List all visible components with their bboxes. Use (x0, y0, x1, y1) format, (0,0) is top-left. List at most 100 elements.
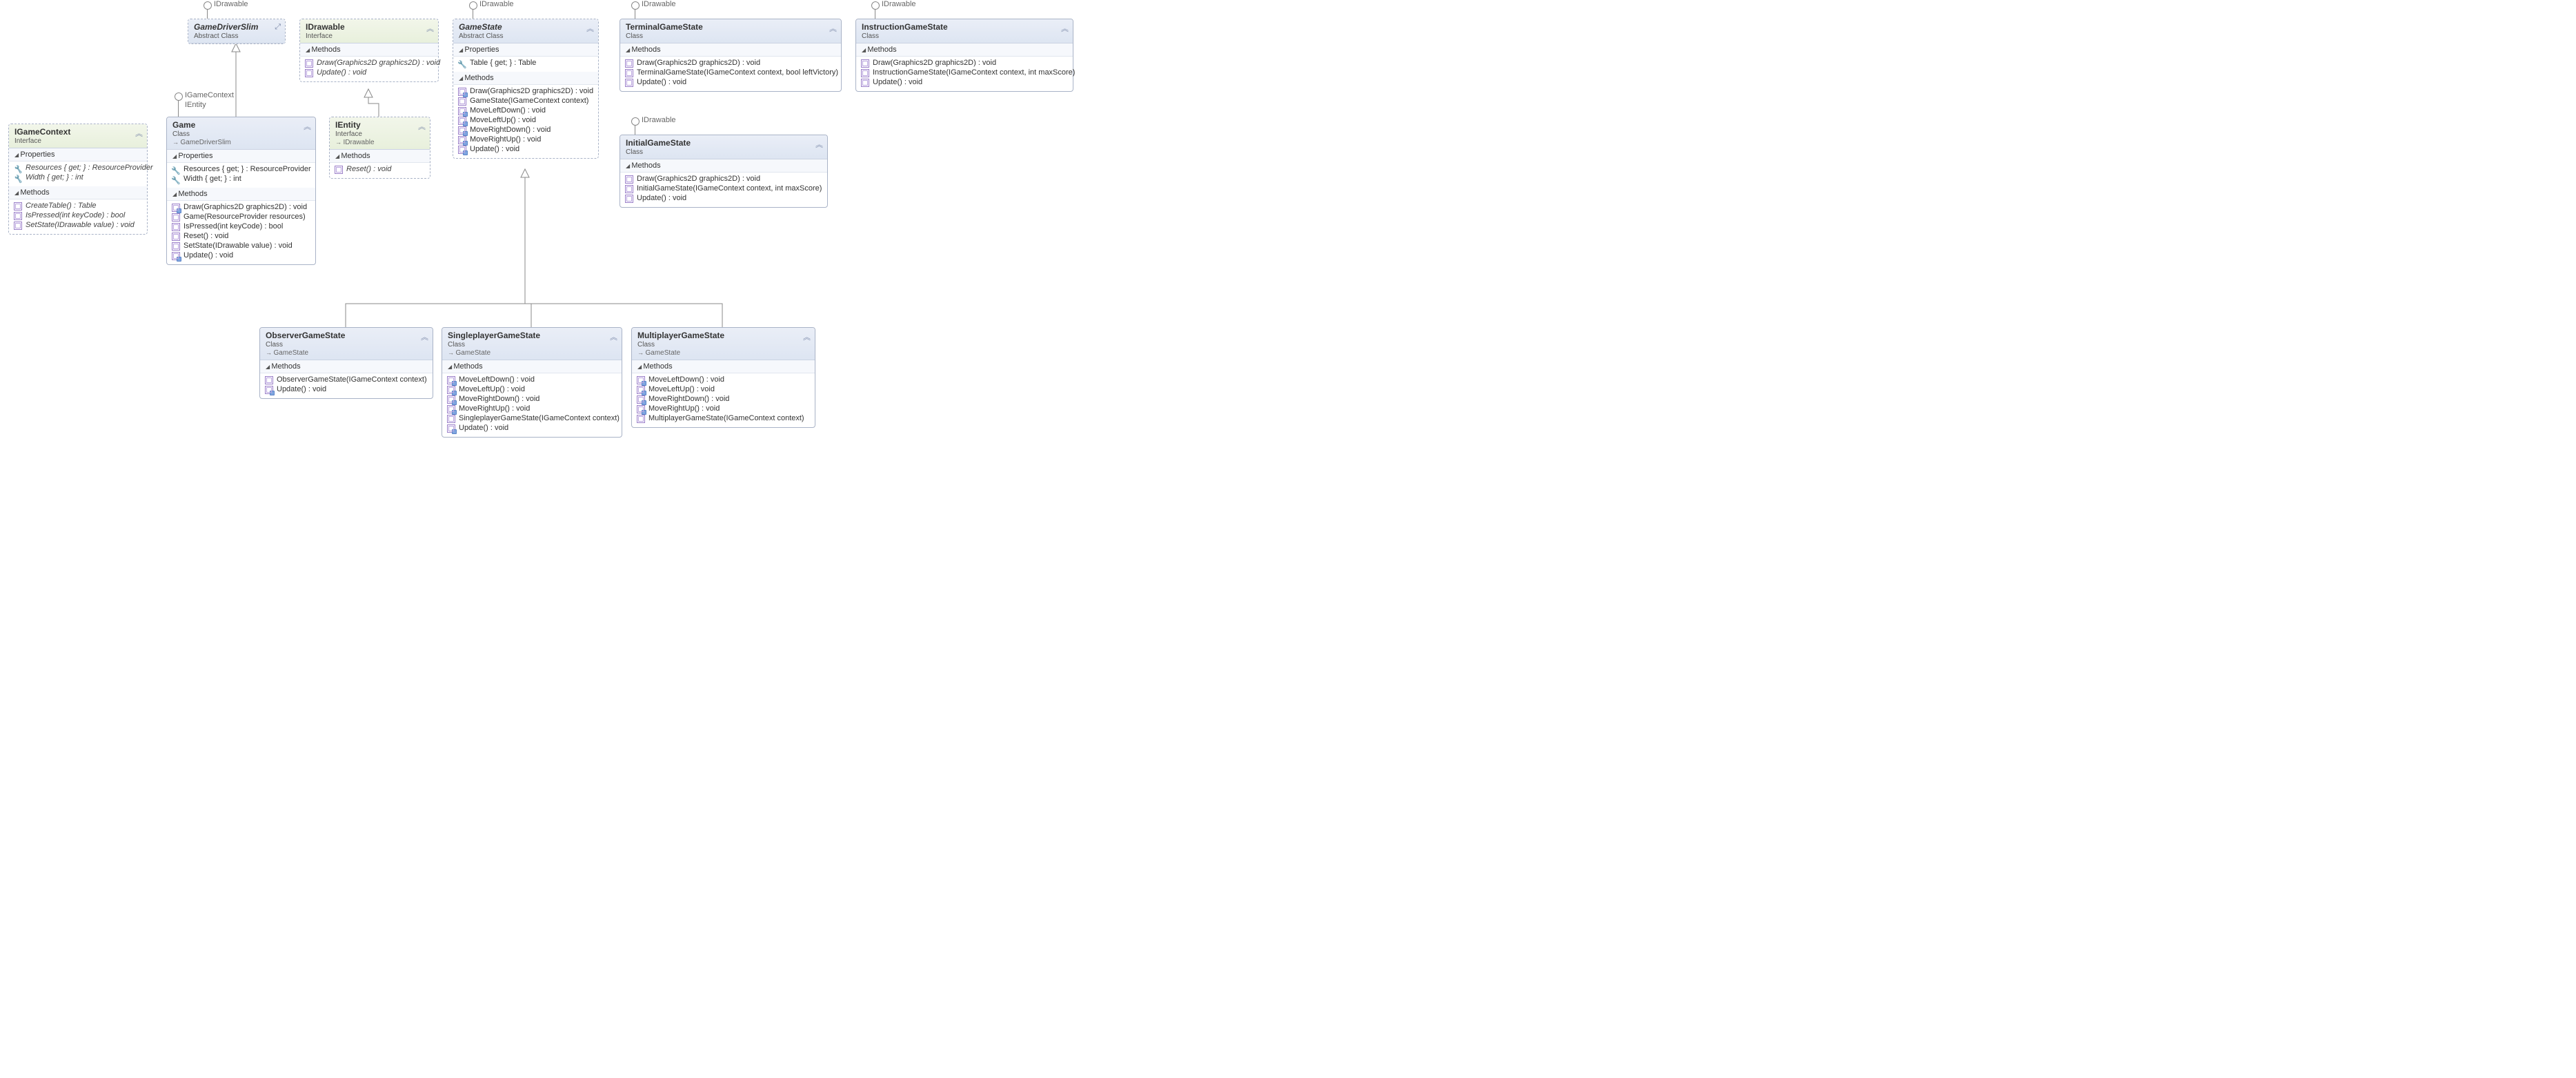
member-item[interactable]: Reset() : void (333, 164, 427, 174)
class-box-ient[interactable]: IEntityInterfaceIDrawable︽MethodsReset()… (329, 117, 430, 179)
member-item[interactable]: IsPressed(int keyCode) : bool (170, 222, 313, 231)
collapse-icon[interactable]: ︽ (803, 331, 811, 342)
member-item[interactable]: 🔧Resources { get; } : ResourceProvider (12, 163, 144, 173)
member-item[interactable]: Update() : void (456, 144, 595, 154)
member-item[interactable]: SetState(IDrawable value) : void (12, 220, 144, 230)
member-item[interactable]: IsPressed(int keyCode) : bool (12, 210, 144, 220)
methods-section[interactable]: Methods (442, 360, 622, 373)
member-item[interactable]: SetState(IDrawable value) : void (170, 241, 313, 251)
member-item[interactable]: Update() : void (623, 77, 838, 87)
class-header[interactable]: TerminalGameStateClass︽ (620, 19, 841, 43)
collapse-icon[interactable]: ⤢ (275, 23, 281, 32)
collapse-icon[interactable]: ︽ (610, 331, 617, 342)
member-item[interactable]: Update() : void (859, 77, 1070, 87)
methods-section[interactable]: Methods (620, 43, 841, 57)
member-item[interactable]: CreateTable() : Table (12, 201, 144, 210)
collapse-icon[interactable]: ︽ (135, 128, 143, 139)
class-header[interactable]: ObserverGameStateClassGameState︽ (260, 328, 433, 360)
methods-section[interactable]: Methods (167, 188, 315, 201)
methods-section[interactable]: Methods (330, 150, 430, 163)
member-item[interactable]: MoveRightUp() : void (456, 135, 595, 144)
class-box-idraw[interactable]: IDrawableInterface︽MethodsDraw(Graphics2… (299, 19, 439, 82)
inherits-label: GameState (266, 349, 427, 357)
member-item[interactable]: GameState(IGameContext context) (456, 96, 595, 106)
member-item[interactable]: 🔧Table { get; } : Table (456, 58, 595, 68)
member-item[interactable]: Update() : void (623, 193, 824, 203)
member-item[interactable]: MultiplayerGameState(IGameContext contex… (635, 413, 812, 423)
class-box-ings[interactable]: InstructionGameStateClass︽MethodsDraw(Gr… (855, 19, 1073, 92)
class-box-game[interactable]: GameClassGameDriverSlim︽Properties🔧Resou… (166, 117, 316, 265)
member-item[interactable]: Reset() : void (170, 231, 313, 241)
properties-section[interactable]: Properties (9, 148, 147, 161)
properties-section[interactable]: Properties (453, 43, 598, 57)
class-header[interactable]: InitialGameStateClass︽ (620, 135, 827, 159)
member-item[interactable]: MoveRightUp() : void (445, 404, 619, 413)
member-item[interactable]: TerminalGameState(IGameContext context, … (623, 68, 838, 77)
member-item[interactable]: Draw(Graphics2D graphics2D) : void (170, 202, 313, 212)
class-stereotype: Class (626, 32, 835, 40)
class-box-mgs[interactable]: MultiplayerGameStateClassGameState︽Metho… (631, 327, 815, 428)
class-header[interactable]: IGameContextInterface︽ (9, 124, 147, 148)
collapse-icon[interactable]: ︽ (586, 23, 594, 34)
class-box-sgs[interactable]: SingleplayerGameStateClassGameState︽Meth… (442, 327, 622, 438)
member-item[interactable]: MoveLeftDown() : void (445, 375, 619, 384)
properties-section[interactable]: Properties (167, 150, 315, 163)
member-item[interactable]: MoveLeftUp() : void (635, 384, 812, 394)
collapse-icon[interactable]: ︽ (1061, 23, 1069, 34)
member-item[interactable]: MoveLeftUp() : void (456, 115, 595, 125)
collapse-icon[interactable]: ︽ (815, 139, 823, 150)
method-icon (172, 204, 180, 212)
member-item[interactable]: MoveLeftUp() : void (445, 384, 619, 394)
member-item[interactable]: Draw(Graphics2D graphics2D) : void (623, 174, 824, 184)
member-item[interactable]: Game(ResourceProvider resources) (170, 212, 313, 222)
member-item[interactable]: MoveRightUp() : void (635, 404, 812, 413)
methods-section[interactable]: Methods (260, 360, 433, 373)
member-item[interactable]: MoveRightDown() : void (445, 394, 619, 404)
class-header[interactable]: IDrawableInterface︽ (300, 19, 438, 43)
member-item[interactable]: MoveLeftDown() : void (456, 106, 595, 115)
member-item[interactable]: SingleplayerGameState(IGameContext conte… (445, 413, 619, 423)
member-item[interactable]: Draw(Graphics2D graphics2D) : void (456, 86, 595, 96)
methods-section[interactable]: Methods (632, 360, 815, 373)
member-signature: Update() : void (184, 251, 233, 259)
class-box-gds[interactable]: GameDriverSlimAbstract Class⤢ (188, 19, 286, 44)
class-header[interactable]: GameDriverSlimAbstract Class⤢ (188, 19, 285, 43)
collapse-icon[interactable]: ︽ (426, 23, 434, 34)
member-item[interactable]: Update() : void (445, 423, 619, 433)
class-header[interactable]: GameStateAbstract Class︽ (453, 19, 598, 43)
class-box-ogs[interactable]: ObserverGameStateClassGameState︽MethodsO… (259, 327, 433, 399)
collapse-icon[interactable]: ︽ (304, 121, 311, 132)
member-item[interactable]: Update() : void (303, 68, 435, 77)
methods-section[interactable]: Methods (300, 43, 438, 57)
member-item[interactable]: Update() : void (263, 384, 430, 394)
class-box-gs[interactable]: GameStateAbstract Class︽Properties🔧Table… (453, 19, 599, 159)
class-box-igs[interactable]: InitialGameStateClass︽MethodsDraw(Graphi… (620, 135, 828, 208)
member-item[interactable]: 🔧Resources { get; } : ResourceProvider (170, 164, 313, 174)
class-header[interactable]: GameClassGameDriverSlim︽ (167, 117, 315, 150)
methods-section[interactable]: Methods (9, 186, 147, 199)
collapse-icon[interactable]: ︽ (418, 121, 426, 132)
member-item[interactable]: Update() : void (170, 251, 313, 260)
member-item[interactable]: Draw(Graphics2D graphics2D) : void (303, 58, 435, 68)
class-box-igc[interactable]: IGameContextInterface︽Properties 🔧Resourc… (8, 124, 148, 235)
member-item[interactable]: MoveLeftDown() : void (635, 375, 812, 384)
class-header[interactable]: MultiplayerGameStateClassGameState︽ (632, 328, 815, 360)
methods-section[interactable]: Methods (453, 72, 598, 85)
member-item[interactable]: 🔧Width { get; } : int (170, 174, 313, 184)
member-item[interactable]: MoveRightDown() : void (456, 125, 595, 135)
member-item[interactable]: Draw(Graphics2D graphics2D) : void (623, 58, 838, 68)
member-item[interactable]: MoveRightDown() : void (635, 394, 812, 404)
member-item[interactable]: 🔧Width { get; } : int (12, 173, 144, 182)
class-header[interactable]: SingleplayerGameStateClassGameState︽ (442, 328, 622, 360)
collapse-icon[interactable]: ︽ (829, 23, 837, 34)
class-header[interactable]: IEntityInterfaceIDrawable︽ (330, 117, 430, 150)
member-item[interactable]: ObserverGameState(IGameContext context) (263, 375, 430, 384)
collapse-icon[interactable]: ︽ (421, 331, 428, 342)
member-item[interactable]: InitialGameState(IGameContext context, i… (623, 184, 824, 193)
class-box-tgs[interactable]: TerminalGameStateClass︽MethodsDraw(Graph… (620, 19, 842, 92)
member-item[interactable]: InstructionGameState(IGameContext contex… (859, 68, 1070, 77)
member-item[interactable]: Draw(Graphics2D graphics2D) : void (859, 58, 1070, 68)
methods-section[interactable]: Methods (856, 43, 1073, 57)
methods-section[interactable]: Methods (620, 159, 827, 173)
class-header[interactable]: InstructionGameStateClass︽ (856, 19, 1073, 43)
